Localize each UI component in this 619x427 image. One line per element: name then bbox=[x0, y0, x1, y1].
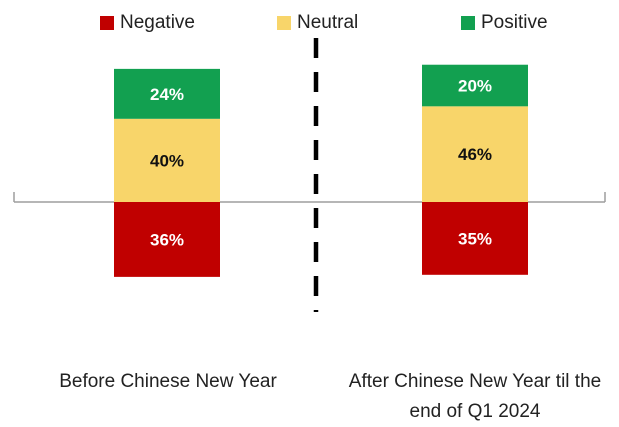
data-label-negative-2: 35% bbox=[458, 229, 492, 248]
bar-neutral-1 bbox=[114, 118, 220, 202]
bar-positive-1 bbox=[114, 68, 220, 119]
chart-legend: Negative Neutral Positive bbox=[0, 10, 619, 36]
legend-item-positive: Positive bbox=[461, 10, 548, 36]
legend-label-negative: Negative bbox=[120, 12, 195, 33]
x-axis-label-before: Before Chinese New Year bbox=[59, 371, 277, 392]
data-label-negative-1: 36% bbox=[150, 230, 184, 249]
x-axis-label-after: After Chinese New Year til the end of Q1… bbox=[348, 371, 602, 422]
legend-item-neutral: Neutral bbox=[277, 10, 358, 36]
bar-neutral-2 bbox=[422, 106, 528, 202]
bar-negative-1 bbox=[114, 202, 220, 277]
data-label-neutral-1: 40% bbox=[150, 151, 184, 170]
legend-label-neutral: Neutral bbox=[297, 12, 359, 33]
bar-negative-2 bbox=[422, 202, 528, 275]
data-label-neutral-2: 46% bbox=[458, 145, 492, 164]
legend-swatch-neutral bbox=[277, 16, 291, 30]
data-label-positive-1: 24% bbox=[150, 85, 184, 104]
legend-label-positive: Positive bbox=[481, 12, 548, 33]
legend-swatch-positive bbox=[461, 16, 475, 30]
data-label-positive-2: 20% bbox=[458, 77, 492, 96]
bar-positive-2 bbox=[422, 64, 528, 107]
legend-swatch-negative bbox=[100, 16, 114, 30]
legend-item-negative: Negative bbox=[100, 10, 195, 36]
